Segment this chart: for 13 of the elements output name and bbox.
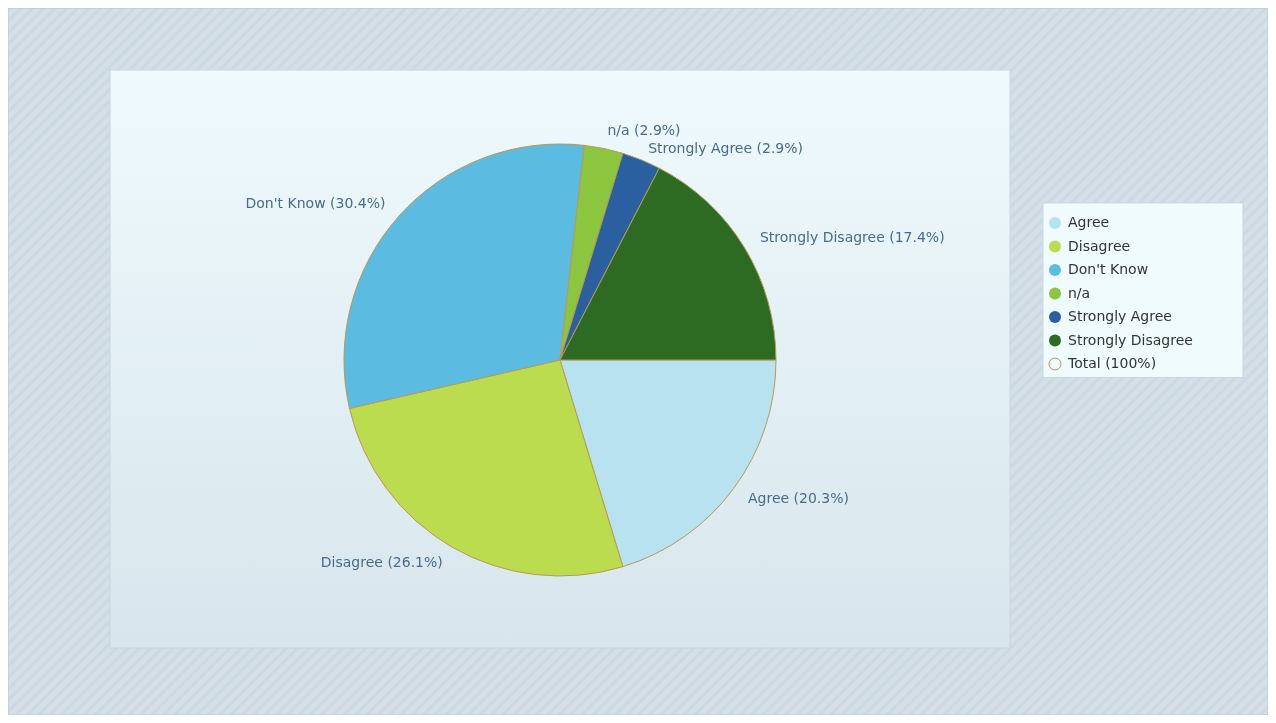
legend-label: Strongly Agree	[1068, 308, 1172, 324]
legend-label: Agree	[1068, 214, 1110, 230]
legend-label: Disagree	[1068, 237, 1131, 254]
legend-label: n/a	[1068, 284, 1091, 301]
data-label: n/a (2.9%)	[607, 121, 681, 138]
data-label: Disagree (26.1%)	[320, 553, 443, 570]
data-label: Strongly Disagree (17.4%)	[759, 229, 945, 246]
legend-label: Strongly Disagree	[1068, 331, 1193, 348]
data-label: Agree (20.3%)	[748, 490, 850, 507]
data-label: Strongly Agree (2.9%)	[648, 139, 804, 156]
legend-label: Don't Know	[1068, 261, 1149, 277]
text: Total (100%)	[1067, 355, 1157, 371]
data-label: Don't Know (30.4%)	[245, 195, 386, 212]
